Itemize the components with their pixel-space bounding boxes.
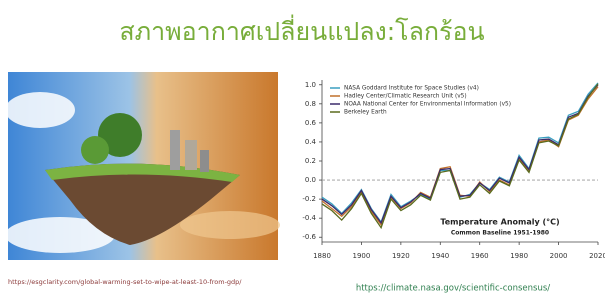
chart-annotation: Temperature Anomaly (°C) — [440, 218, 559, 227]
y-tick-label: 0.8 — [305, 100, 316, 108]
legend-label: Hadley Center/Climatic Research Unit (v5… — [344, 94, 467, 100]
legend-label: NOAA National Center for Environmental I… — [344, 102, 511, 108]
y-tick-label: 1.0 — [305, 81, 316, 89]
slide-canvas: สภาพอากาศเปลี่ยนแปลง:โลกร้อน https://esg… — [0, 0, 605, 296]
y-tick-label: -0.6 — [302, 233, 316, 241]
chart-subtitle: Common Baseline 1951-1980 — [451, 230, 549, 237]
image-source: https://esgclarity.com/global-warming-se… — [8, 278, 242, 286]
y-tick-label: 0.4 — [305, 138, 317, 146]
x-tick-label: 1940 — [431, 252, 449, 260]
x-tick-label: 1960 — [471, 252, 489, 260]
slide: สภาพอากาศเปลี่ยนแปลง:โลกร้อน https://esg… — [0, 0, 605, 296]
y-tick-label: 0.2 — [305, 157, 316, 165]
legend-label: NASA Goddard Institute for Space Studies… — [344, 86, 479, 92]
chart-source: https://climate.nasa.gov/scientific-cons… — [356, 284, 550, 294]
y-tick-label: 0.6 — [305, 119, 317, 127]
y-tick-label: -0.2 — [302, 195, 316, 203]
legend-label: Berkeley Earth — [344, 110, 387, 116]
x-tick-label: 2000 — [550, 252, 568, 260]
y-tick-label: 0.0 — [305, 176, 316, 184]
x-tick-label: 1920 — [392, 252, 410, 260]
x-tick-label: 1980 — [510, 252, 528, 260]
climate-image — [5, 72, 280, 260]
x-tick-label: 1880 — [313, 252, 331, 260]
x-tick-label: 2020 — [589, 252, 605, 260]
slide-title: สภาพอากาศเปลี่ยนแปลง:โลกร้อน — [119, 14, 484, 46]
x-tick-label: 1900 — [353, 252, 371, 260]
y-tick-label: -0.4 — [302, 214, 316, 222]
